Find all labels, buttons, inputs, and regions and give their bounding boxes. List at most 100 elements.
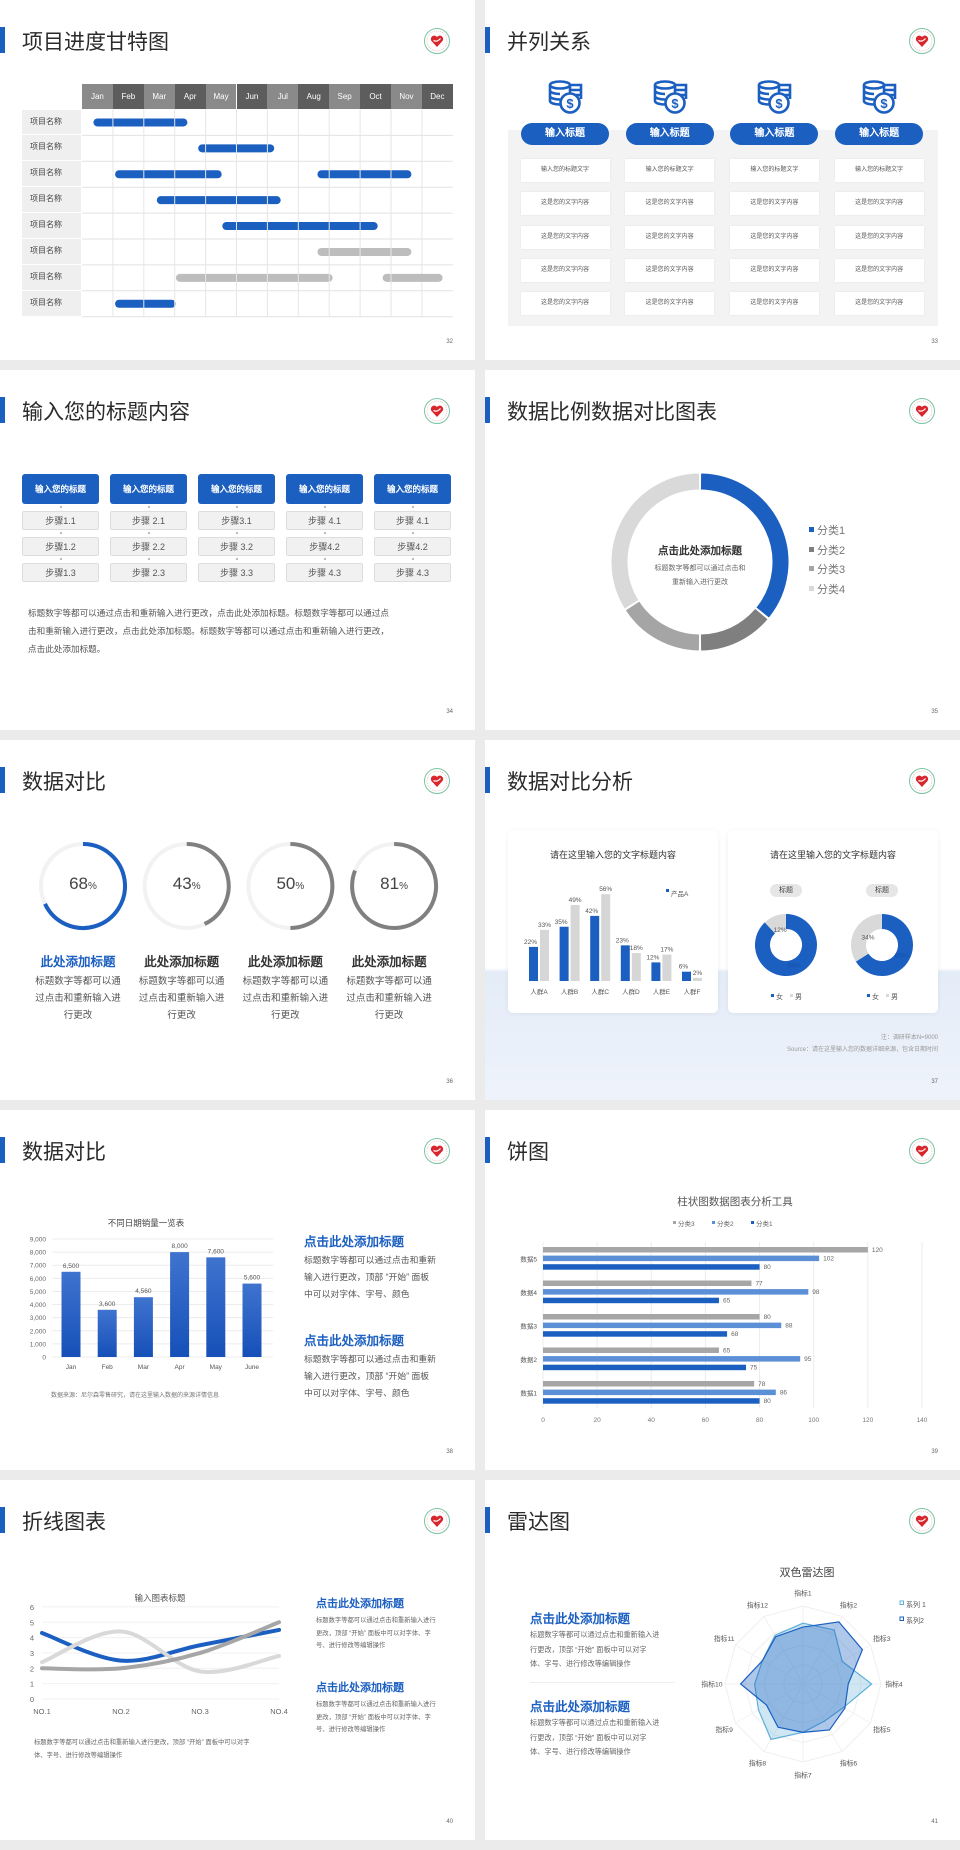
column-heading-button[interactable]: 输入标题 [730,123,819,145]
logo-heart-icon [909,28,935,54]
step-box: 步骤4.2 [374,537,451,556]
x-tick-label: 0 [541,1417,545,1424]
sample-note: 注：调研样本N=9000 [880,1035,938,1041]
y-tick-label: 4,000 [30,1302,47,1309]
donut-slice-女 [755,914,817,976]
svg-text:$: $ [566,96,574,111]
y-tick-label: 1 [30,1680,34,1689]
source-note: Source：请在这里输入您的数据详细来源，包含日期时间 [786,1047,938,1053]
bar-value-label: 3,600 [99,1301,116,1308]
block-body-line: 体、字号、进行修改等编辑操作 [530,1747,631,1756]
logo-heart-icon [424,1508,450,1534]
bar [651,962,661,981]
y-tick-label: 5,000 [30,1289,47,1296]
step-box: 步骤 2.2 [110,537,187,556]
body-paragraph-line: 标题数字等都可以通过点击和重新输入进行更改，点击此处添加标题。标题数字等都可以通… [28,608,389,618]
page-number: 40 [446,1819,453,1825]
bar-value-label: 6,500 [63,1263,80,1270]
step-box: 步骤 2.3 [110,563,187,582]
item-body-line: 过点击和重新输入进 [346,993,432,1004]
block-body-line: 标题数字等都可以通过点击和重新输入进 [530,1630,660,1639]
bar [61,1271,81,1357]
item-body-line: 标题数字等都可以通 [346,976,432,987]
title-accent-bar [485,767,490,793]
column-heading: 输入您的标题 [198,474,275,504]
bar-label: 18% [630,945,643,952]
bar-label: 23% [616,937,629,944]
column-heading: 输入您的标题 [110,474,187,504]
title-accent-bar [0,767,5,793]
x-tick-label: NO.4 [270,1707,288,1716]
percent-number: 68 [69,874,88,893]
step-box: 步骤 4.1 [374,511,451,530]
x-tick-label: NO.1 [33,1707,51,1716]
y-tick-label: 7,000 [30,1263,47,1270]
item-body-line: 过点击和重新输入进 [242,993,329,1004]
column-heading-button[interactable]: 输入标题 [625,123,714,145]
bar [543,1389,776,1396]
chart-title: 双色雷达图 [780,1565,835,1579]
category-label: 人群A [530,987,548,996]
coins-dollar-icon: $ [862,80,897,114]
legend-label: 分类2 [817,544,846,557]
bar [206,1257,226,1357]
radar-series-2 [739,1621,864,1733]
y-tick-label: 8,000 [30,1250,47,1257]
item-heading: 此处添加标题 [144,955,220,969]
connector-dot [236,506,238,508]
month-header-nov: Nov [391,84,422,109]
axis-label: 指标5 [873,1725,891,1734]
slide-34: 输入您的标题内容 34 输入您的标题 步骤1.1 步骤1.2 步骤1.3 输入您的标题步… [0,370,475,730]
legend-label: 女 [872,992,879,1001]
bar [559,926,569,981]
bar [543,1289,809,1295]
axis-label: 指标11 [714,1634,735,1643]
chart-title: 柱状图数据图表分析工具 [677,1195,793,1208]
y-tick-label: 5 [30,1618,34,1627]
bar [242,1283,262,1357]
slide-39: 饼图 39 柱状图数据图表分析工具 0 20 40 60 80 100 120 140 分类3 分类… [485,1110,960,1470]
slide-36: 数据对比 36 68% 此处添加标题 标题数字等都可以通 过点击和重新输入进 行更改 43… [0,740,475,1100]
step-box: 步骤 2.1 [110,511,187,530]
connector-dot [148,506,150,508]
step-box: 步骤 4.3 [286,563,363,582]
bar-label: 35% [555,919,568,926]
month-header-sep: Sep [329,84,361,109]
axis-label: 指标12 [747,1601,768,1610]
slide-32: 项目进度甘特图 32 Jan Feb Mar Apr May Jun Jul Aug Sep Oc… [0,0,475,360]
month-header-aug: Aug [298,84,330,109]
radar-axis [763,1616,804,1685]
text-box: 这是您的文字内容 [729,292,819,316]
month-header-oct: Oct [360,84,391,109]
bar-value-label: 86 [780,1390,788,1397]
category-label: 数据2 [520,1355,537,1364]
block-body-line: 号、进行修改等编辑操作 [316,1726,386,1734]
page-number: 35 [931,709,938,715]
axis-label: 指标8 [749,1758,767,1767]
bar [570,905,580,981]
bar-value-label: 88 [785,1323,793,1330]
column-heading-button[interactable]: 输入标题 [521,123,609,145]
axis-label: 指标2 [840,1601,858,1610]
block-body-line: 输入进行更改，顶部 “开始” 面板 [304,1272,430,1282]
axis-label: 指标1 [794,1589,812,1598]
slide-title: 输入您的标题内容 [22,401,190,424]
legend-swatch [867,994,870,997]
page-number: 41 [931,1819,938,1825]
logo-heart-icon [424,1138,450,1164]
column-heading-button[interactable]: 输入标题 [835,123,924,145]
bar [543,1264,760,1270]
bar-label: 22% [524,939,537,946]
slide-38: 数据对比 38 不同日期销量一览表 0 1,000 2,000 3,000 4,000 5,… [0,1110,475,1470]
donut-slice-分类4 [611,473,700,609]
bar [682,971,691,981]
series-line-2 [40,1629,281,1675]
step-box: 步骤3.1 [198,511,275,530]
series-line-3 [40,1620,281,1672]
horizontal-bar-chart: 柱状图数据图表分析工具 0 20 40 60 80 100 120 140 分类3 分类2 分类1 数据… [520,1195,927,1424]
month-header-feb: Feb [112,84,144,109]
item-body-line: 标题数字等都可以通 [242,976,329,987]
slide-35: 数据比例数据对比图表 35 点击此处添加标题 标题数字等都可以通过点击和 重新输入进… [485,370,960,730]
legend-swatch [899,1616,904,1621]
step-box: 步骤 3.3 [198,563,275,582]
